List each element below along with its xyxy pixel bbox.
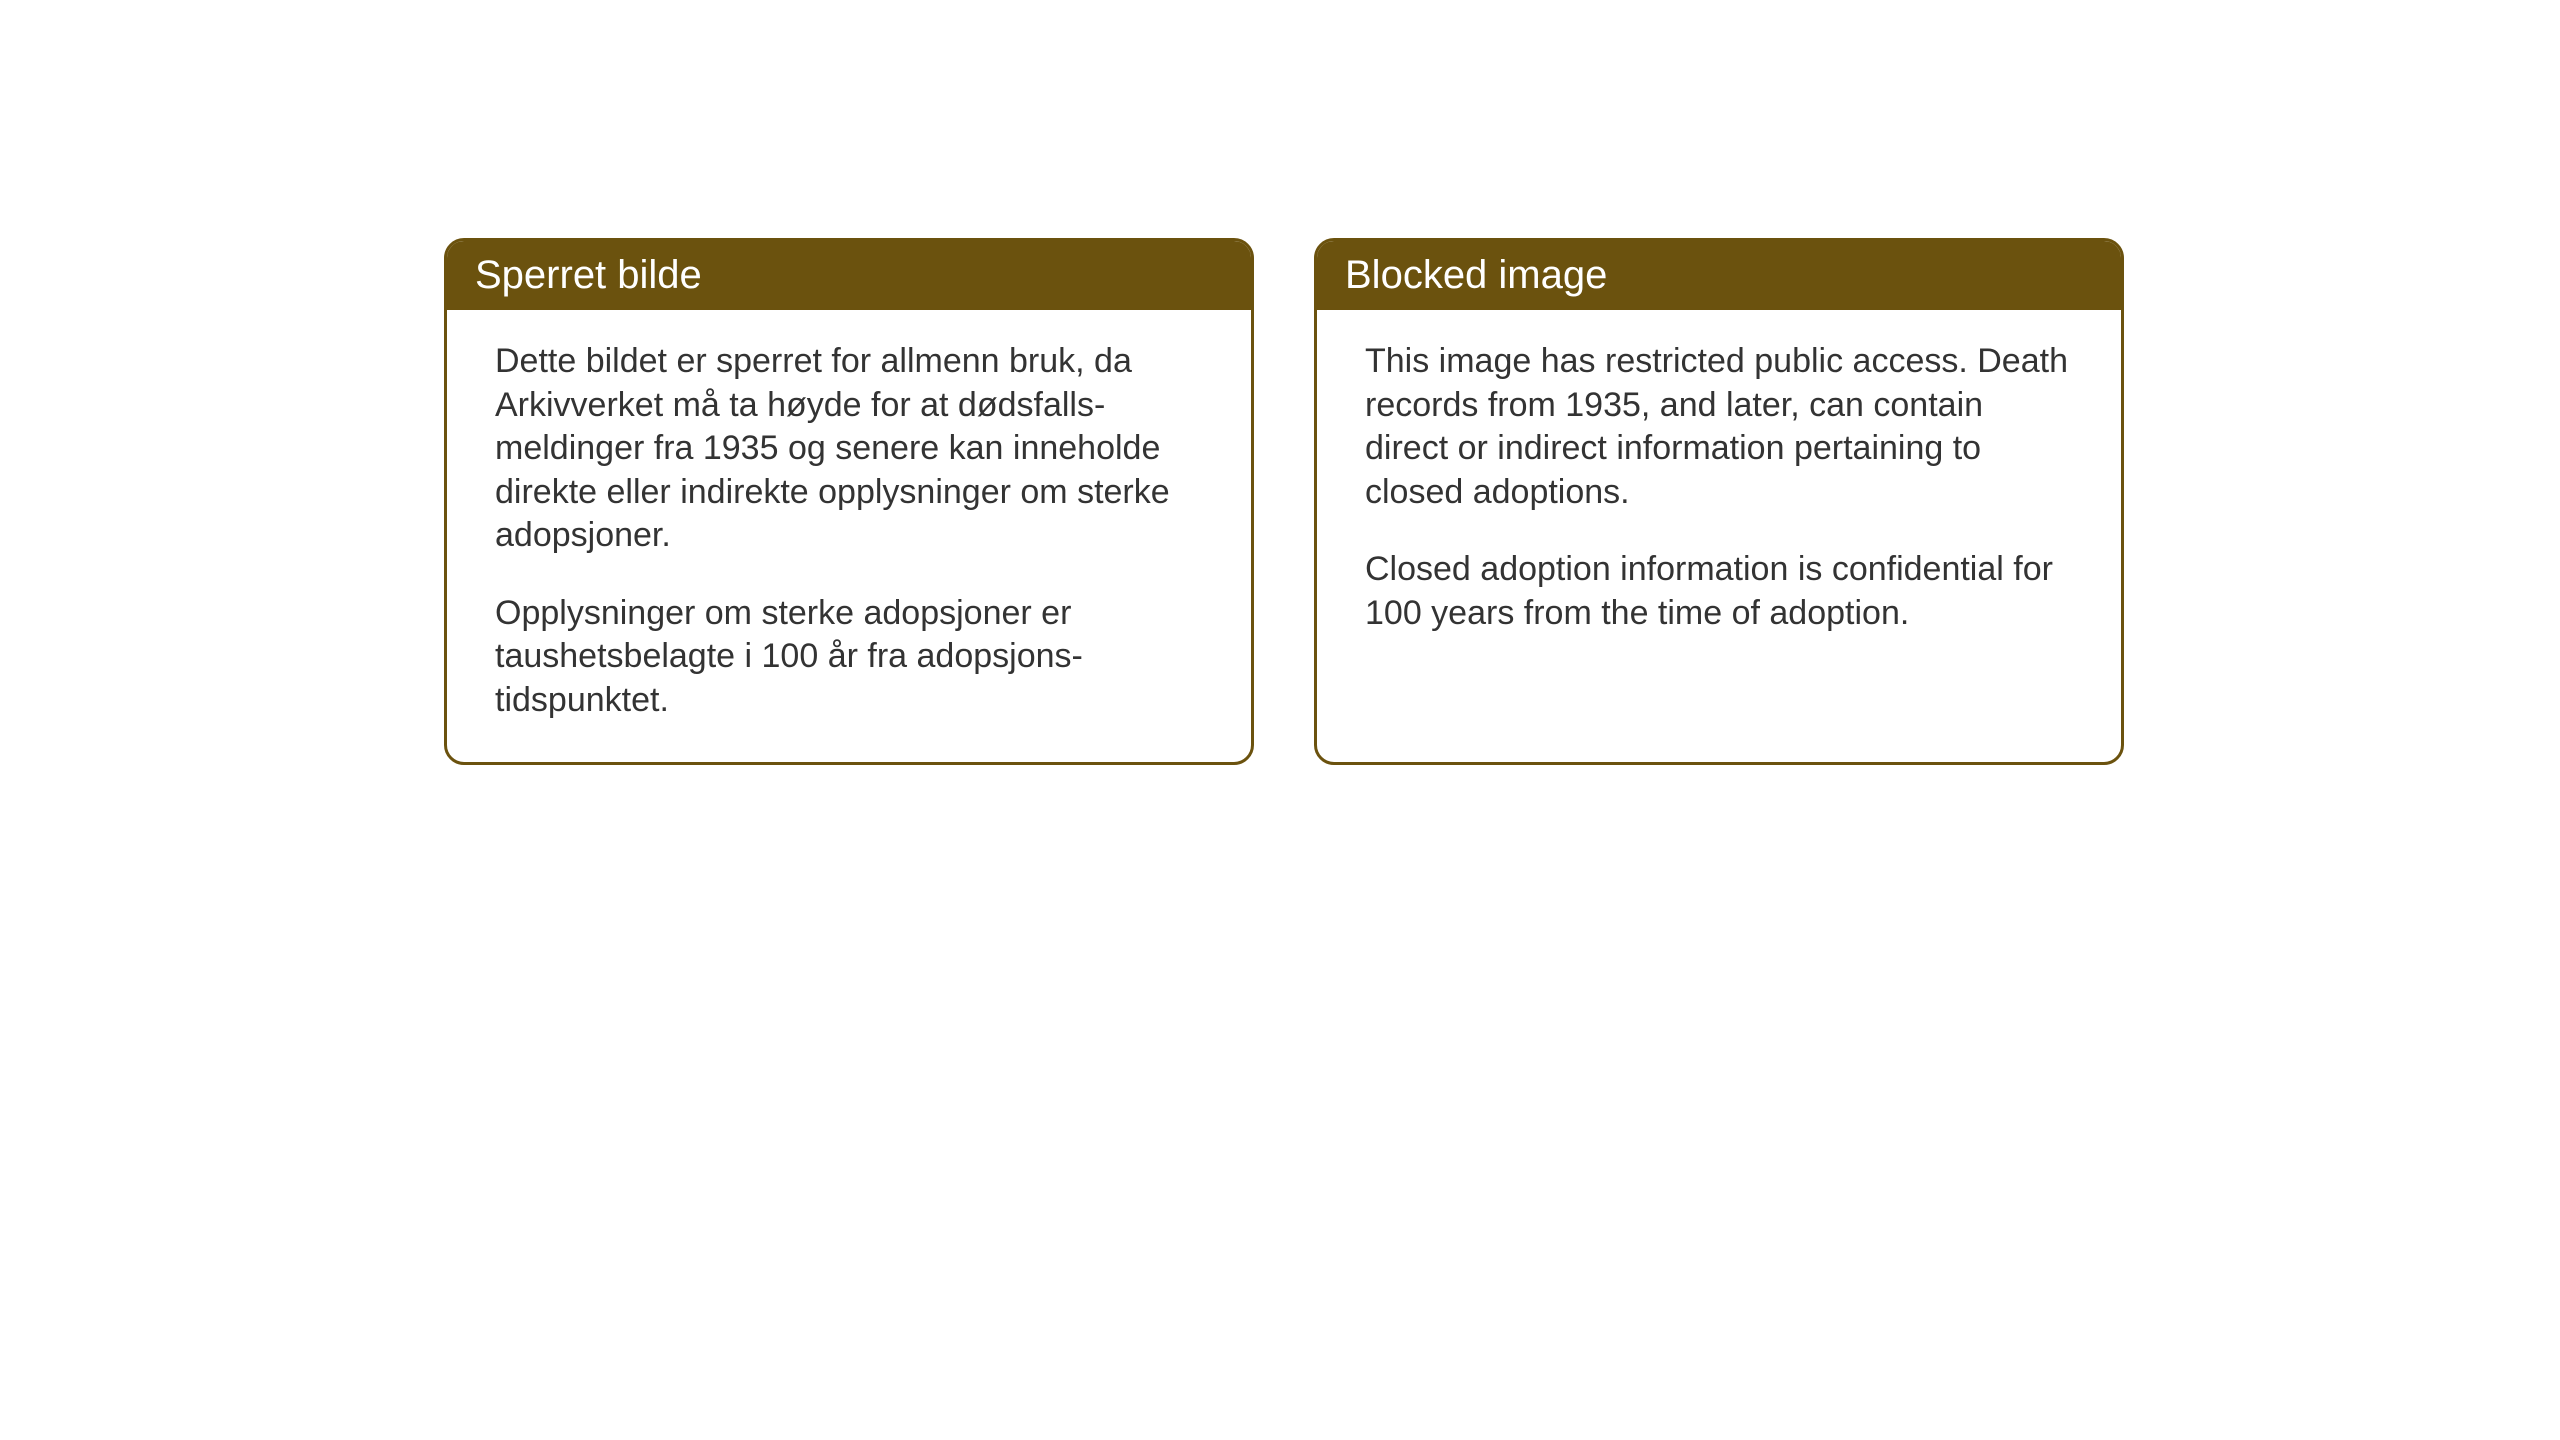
card-paragraph-1-norwegian: Dette bildet er sperret for allmenn bruk… (495, 340, 1203, 558)
card-body-english: This image has restricted public access.… (1317, 310, 2121, 675)
card-english: Blocked image This image has restricted … (1314, 238, 2124, 765)
card-header-english: Blocked image (1317, 241, 2121, 310)
cards-container: Sperret bilde Dette bildet er sperret fo… (444, 238, 2124, 765)
card-paragraph-1-english: This image has restricted public access.… (1365, 340, 2073, 514)
card-norwegian: Sperret bilde Dette bildet er sperret fo… (444, 238, 1254, 765)
card-header-norwegian: Sperret bilde (447, 241, 1251, 310)
card-paragraph-2-norwegian: Opplysninger om sterke adopsjoner er tau… (495, 592, 1203, 723)
card-body-norwegian: Dette bildet er sperret for allmenn bruk… (447, 310, 1251, 762)
card-paragraph-2-english: Closed adoption information is confident… (1365, 548, 2073, 635)
card-title-english: Blocked image (1345, 253, 1607, 297)
card-title-norwegian: Sperret bilde (475, 253, 702, 297)
